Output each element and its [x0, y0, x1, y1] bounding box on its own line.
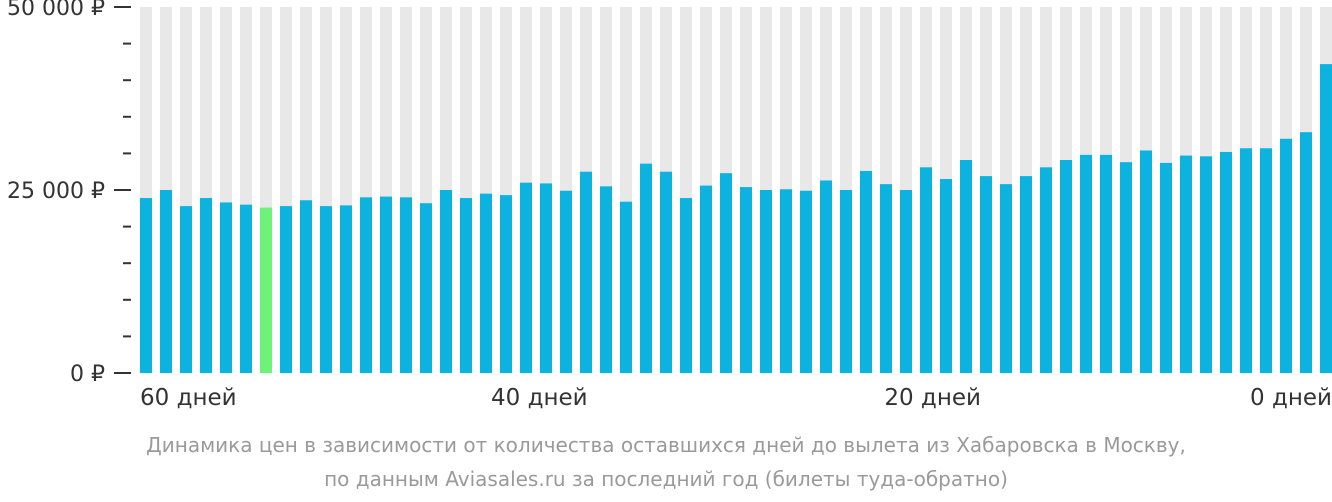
bar — [340, 205, 352, 373]
bar — [1300, 132, 1312, 373]
bar — [780, 189, 792, 373]
bar — [360, 197, 372, 373]
bar — [1220, 151, 1232, 373]
x-tick-label: 60 дней — [140, 385, 237, 411]
y-tick-label: 0 ₽ — [70, 362, 105, 387]
bar — [920, 167, 932, 373]
chart-caption-line-2: по данным Aviasales.ru за последний год … — [324, 467, 1008, 491]
bar — [600, 186, 612, 373]
bar — [880, 184, 892, 373]
bar — [440, 190, 452, 373]
bar — [280, 206, 292, 373]
bar — [200, 198, 212, 373]
bar — [300, 200, 312, 373]
bar — [420, 203, 432, 373]
bar — [900, 190, 912, 373]
bar — [500, 195, 512, 373]
y-tick-label: 50 000 ₽ — [7, 0, 105, 21]
bars — [140, 64, 1332, 373]
bar — [820, 180, 832, 373]
bar — [180, 206, 192, 373]
bar-tracks — [140, 7, 1332, 373]
chart-caption-line-1: Динамика цен в зависимости от количества… — [146, 433, 1186, 457]
bar — [840, 190, 852, 373]
bar — [220, 202, 232, 373]
bar — [980, 176, 992, 373]
y-axis: 0 ₽ 25 000 ₽ 50 000 ₽ — [7, 0, 131, 387]
bar — [680, 198, 692, 373]
bar — [640, 163, 652, 373]
bar — [1180, 155, 1192, 373]
bar — [1320, 64, 1332, 373]
bar — [460, 198, 472, 373]
bar — [940, 179, 952, 373]
bar — [1040, 167, 1052, 373]
y-tick-label: 25 000 ₽ — [7, 179, 105, 204]
bar — [1000, 184, 1012, 373]
bar — [1020, 176, 1032, 373]
bar — [760, 190, 772, 373]
bar — [860, 170, 872, 373]
bar — [560, 190, 572, 373]
bar — [720, 173, 732, 373]
bar — [740, 187, 752, 373]
bar — [540, 183, 552, 373]
bar — [800, 190, 812, 373]
bar — [660, 171, 672, 373]
bar — [160, 190, 172, 373]
bar — [1100, 154, 1112, 373]
x-tick-label: 40 дней — [491, 385, 588, 411]
bar — [480, 193, 492, 373]
bar-cheapest — [260, 207, 272, 373]
bar — [700, 185, 712, 373]
x-tick-label: 20 дней — [884, 385, 981, 411]
bar — [400, 197, 412, 373]
bar — [1060, 159, 1072, 373]
x-tick-label: 0 дней — [1250, 385, 1332, 411]
bar — [1140, 150, 1152, 373]
bar — [960, 159, 972, 373]
bar — [1080, 154, 1092, 373]
bar — [1260, 148, 1272, 373]
x-axis: 60 дней 40 дней 20 дней 0 дней — [140, 385, 1332, 411]
bar — [1200, 156, 1212, 373]
bar — [1160, 162, 1172, 373]
bar — [520, 182, 532, 373]
bar — [620, 201, 632, 373]
bar — [320, 206, 332, 373]
bar — [1120, 162, 1132, 373]
bar — [580, 171, 592, 373]
bar — [240, 204, 252, 373]
bar — [140, 198, 152, 373]
bar — [1240, 148, 1252, 373]
bar — [380, 196, 392, 373]
bar — [1280, 138, 1292, 373]
